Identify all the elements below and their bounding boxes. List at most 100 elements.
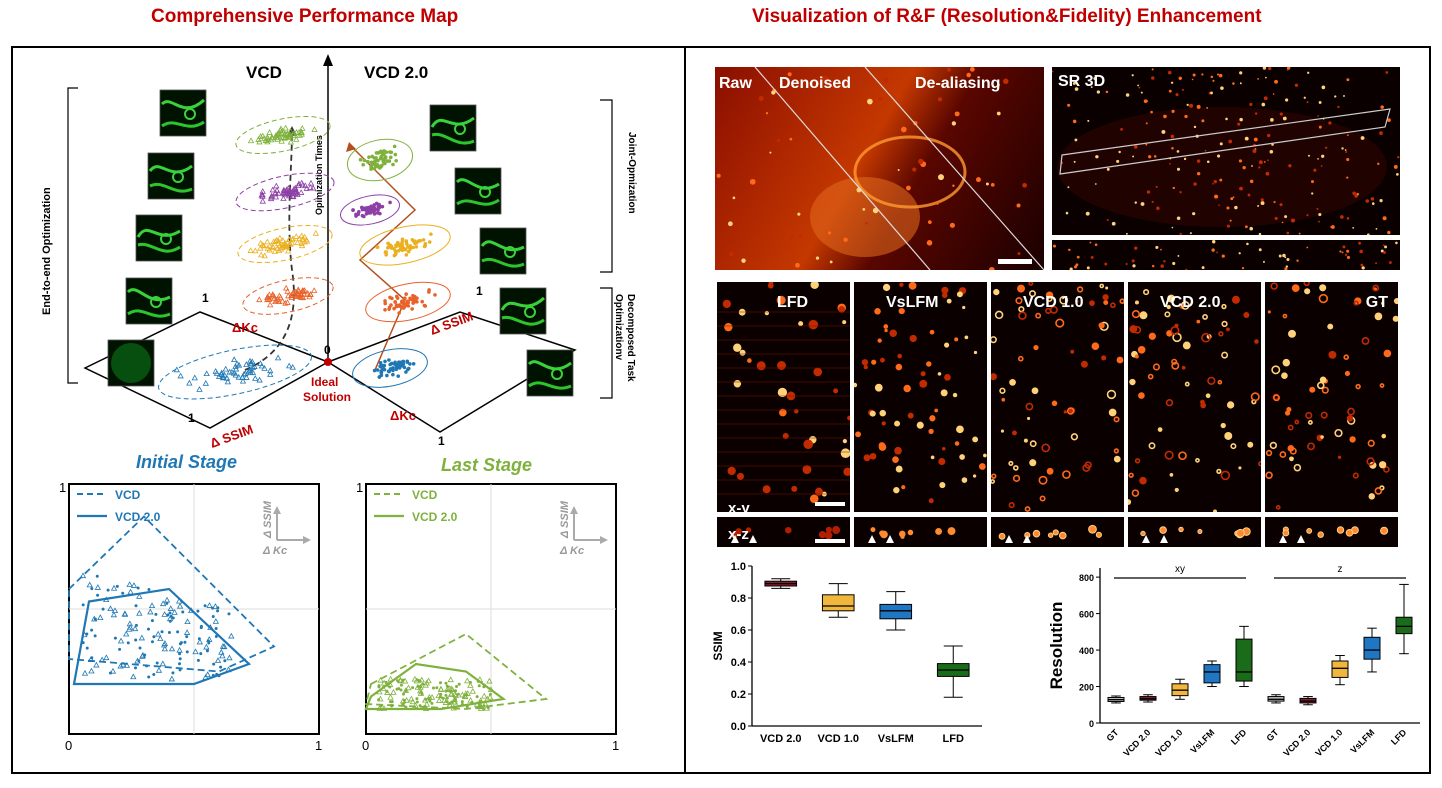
data-point [411, 686, 415, 690]
denoised-label: Denoised [779, 75, 852, 92]
data-point [448, 690, 455, 697]
data-point [206, 636, 213, 642]
axis-dkc-label: Δ Kc [559, 545, 584, 557]
punctum [1371, 202, 1375, 205]
punctum [1270, 118, 1274, 122]
punctum [919, 379, 928, 388]
data-point [147, 587, 151, 591]
punctum [1118, 150, 1121, 154]
punctum [1383, 349, 1392, 358]
data-point [446, 685, 453, 691]
vcd-hull [364, 632, 549, 710]
punctum [716, 173, 721, 178]
data-point [150, 640, 154, 644]
punctum [1346, 78, 1350, 82]
data-point [171, 671, 175, 675]
cluster-point [394, 251, 398, 255]
punctum [944, 373, 951, 381]
punctum [1281, 372, 1288, 380]
punctum [1279, 451, 1287, 458]
cluster-point [374, 156, 378, 160]
panel-label: VCD 2.0 [1160, 294, 1221, 311]
punctum [1225, 117, 1228, 121]
punctum [1163, 114, 1167, 119]
punctum [1110, 302, 1116, 309]
thumbnail-ring [150, 296, 162, 308]
right-one-top: 1 [476, 284, 483, 298]
data-point [90, 628, 94, 632]
cluster-point [247, 360, 254, 367]
tick-origin: 0 [362, 738, 369, 753]
cluster-point [387, 369, 391, 374]
cluster-point [400, 237, 405, 242]
punctum [1294, 83, 1299, 87]
punctum [1319, 376, 1327, 384]
data-point [147, 608, 154, 615]
punctum [956, 425, 964, 434]
panel-puncta-group [854, 282, 987, 504]
cluster-hull [340, 194, 400, 226]
punctum [946, 67, 952, 72]
vcd2-hull [72, 587, 252, 686]
solution-label: Solution [303, 390, 351, 404]
y-tick-label: 0.6 [731, 625, 746, 637]
cluster-point [376, 158, 380, 163]
punctum [1231, 295, 1240, 304]
punctum [1395, 241, 1398, 245]
punctum [1380, 249, 1384, 253]
data-point [417, 683, 424, 690]
punctum [1089, 300, 1095, 306]
tick-top: 1 [356, 480, 363, 495]
punctum [1293, 463, 1302, 472]
punctum [1186, 103, 1189, 106]
punctum [1274, 216, 1278, 220]
punctum [1113, 455, 1121, 463]
punctum [1270, 282, 1278, 290]
decomposed-line2: Optimizationv [613, 294, 624, 361]
punctum [1285, 265, 1289, 268]
cluster-hull [242, 277, 334, 315]
xz-punctum [1095, 531, 1102, 538]
punctum [1086, 266, 1090, 270]
data-point [401, 702, 405, 706]
axis-arrowhead [323, 54, 333, 66]
punctum [952, 392, 958, 398]
punctum [1171, 226, 1174, 229]
punctum [815, 256, 820, 260]
data-point [121, 591, 125, 595]
cluster-point [383, 161, 387, 166]
punctum [1272, 93, 1275, 95]
data-point [178, 657, 182, 661]
punctum [1269, 441, 1278, 450]
cluster-point [275, 298, 282, 304]
punctum [1282, 253, 1286, 258]
punctum [1134, 458, 1141, 464]
thumbnail-fiber [149, 182, 193, 193]
data-point [460, 702, 464, 706]
sr3d-panel: SR 3D [1052, 67, 1400, 235]
punctum [985, 182, 989, 186]
box [1363, 636, 1381, 660]
data-point [445, 684, 449, 688]
punctum [930, 455, 935, 460]
punctum [1321, 85, 1326, 90]
data-point [183, 629, 191, 635]
cluster-point [255, 136, 262, 142]
punctum [727, 466, 736, 476]
cluster-point [296, 132, 303, 138]
data-point [110, 584, 118, 591]
cluster-point [383, 359, 387, 364]
legend-vcd2-label: VCD 2.0 [115, 510, 161, 524]
punctum [1156, 206, 1160, 211]
thumbnail [429, 104, 477, 152]
punctum [843, 467, 850, 476]
punctum [1317, 115, 1319, 117]
data-point [217, 674, 221, 678]
punctum [1138, 392, 1145, 399]
data-point [448, 702, 452, 706]
cluster-point [294, 290, 301, 297]
category-label: VCD 1.0 [1153, 727, 1184, 758]
punctum [1016, 203, 1021, 208]
punctum [1189, 232, 1192, 235]
cluster-point [260, 242, 267, 249]
